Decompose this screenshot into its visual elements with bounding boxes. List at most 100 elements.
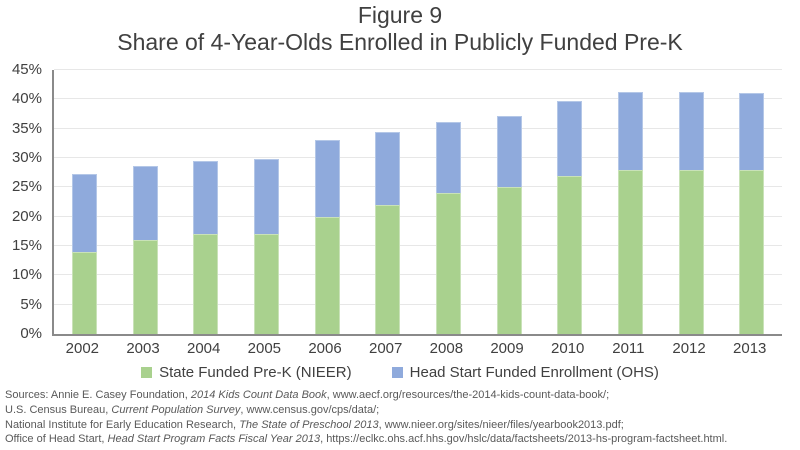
- bar-segment-headstart-2008: [435, 122, 461, 194]
- gridline-20: [54, 215, 782, 217]
- x-axis-label-2006: 2006: [308, 340, 342, 357]
- chart-title: Share of 4-Year-Olds Enrolled in Publicl…: [117, 29, 683, 55]
- bar-segment-headstart-2010: [557, 101, 583, 176]
- source-line-4-publication: Head Start Program Facts Fiscal Year 201…: [107, 433, 321, 446]
- bar-2008: [418, 70, 479, 334]
- bar-2002: [54, 70, 115, 334]
- x-axis-label-2009: 2009: [490, 340, 524, 357]
- bar-segment-headstart-2006: [314, 140, 340, 217]
- source-line-2-publication: Current Population Survey: [111, 403, 241, 416]
- bar-segment-headstart-2003: [132, 166, 158, 241]
- bar-stack-2011: [617, 70, 643, 334]
- source-line-3-publication: The State of Preschool 2013: [239, 418, 379, 431]
- bar-2007: [357, 70, 418, 334]
- bar-segment-state-prek-2004: [193, 234, 219, 334]
- source-line-1-url: , www.aecf.org/resources/the-2014-kids-c…: [326, 389, 610, 401]
- x-axis-label-2003: 2003: [126, 340, 160, 357]
- source-line-2-text: U.S. Census Bureau,: [5, 403, 112, 416]
- bar-segment-headstart-2009: [496, 115, 522, 188]
- gridline-35: [54, 127, 782, 129]
- legend-swatch-head-start: [391, 367, 403, 378]
- legend-swatch-state-prek: [141, 367, 153, 378]
- bar-segment-state-prek-2010: [557, 175, 583, 334]
- bar-2004: [175, 70, 236, 334]
- gridline-40: [54, 98, 782, 100]
- bars-container: [54, 70, 782, 334]
- gridline-30: [54, 157, 782, 158]
- bar-segment-state-prek-2012: [678, 169, 704, 334]
- bar-2013: [721, 70, 782, 334]
- source-line-1-publication: 2014 Kids Count Data Book: [190, 389, 327, 401]
- legend-label-head-start: Head Start Funded Enrollment (OHS): [409, 364, 659, 381]
- bar-segment-headstart-2002: [71, 174, 97, 252]
- bar-2005: [236, 70, 297, 334]
- bar-segment-state-prek-2007: [375, 204, 401, 334]
- bar-segment-state-prek-2008: [435, 193, 461, 334]
- y-axis-label-5: 5%: [20, 295, 42, 313]
- y-axis-label-10: 10%: [11, 266, 42, 284]
- gridline-45: [54, 69, 782, 70]
- bar-2003: [115, 70, 176, 334]
- x-axis-label-2013: 2013: [733, 340, 767, 357]
- source-line-4-url: , https://eclkc.ohs.acf.hhs.gov/hslc/dat…: [320, 433, 728, 446]
- bar-segment-state-prek-2013: [739, 169, 765, 334]
- bar-segment-headstart-2012: [678, 92, 704, 170]
- bar-segment-state-prek-2006: [314, 216, 340, 334]
- bar-segment-state-prek-2005: [253, 234, 279, 334]
- legend-item-state-prek: State Funded Pre-K (NIEER): [141, 364, 352, 381]
- source-notes: Sources: Annie E. Casey Foundation, 2014…: [5, 388, 796, 447]
- bar-stack-2013: [739, 70, 765, 334]
- bar-2011: [600, 70, 661, 334]
- bar-2009: [479, 70, 540, 334]
- bar-2010: [539, 70, 600, 334]
- legend-label-state-prek: State Funded Pre-K (NIEER): [159, 364, 352, 381]
- bar-segment-headstart-2011: [617, 91, 643, 170]
- bar-segment-headstart-2004: [193, 160, 219, 235]
- bar-stack-2004: [193, 70, 219, 334]
- source-line-4: Office of Head Start, Head Start Program…: [5, 432, 796, 447]
- bar-segment-state-prek-2002: [71, 251, 97, 334]
- gridline-25: [54, 186, 782, 188]
- x-axis-label-2008: 2008: [429, 340, 464, 357]
- y-axis-label-30: 30%: [11, 148, 42, 166]
- bar-stack-2006: [314, 70, 340, 334]
- source-line-2: U.S. Census Bureau, Current Population S…: [5, 403, 796, 418]
- y-axis-label-20: 20%: [11, 207, 42, 225]
- y-axis-label-25: 25%: [11, 178, 42, 196]
- source-line-3: National Institute for Early Education R…: [5, 418, 796, 433]
- source-line-1: Sources: Annie E. Casey Foundation, 2014…: [5, 388, 796, 403]
- bar-stack-2010: [557, 70, 583, 334]
- bar-segment-headstart-2005: [253, 158, 279, 235]
- bar-2012: [661, 70, 722, 334]
- bar-stack-2008: [435, 70, 461, 334]
- source-line-3-text: National Institute for Early Education R…: [5, 418, 240, 431]
- source-line-4-text: Office of Head Start,: [5, 433, 108, 446]
- x-axis-label-2007: 2007: [369, 340, 403, 357]
- source-line-2-url: , www.census.gov/cps/data/;: [240, 403, 380, 416]
- source-line-1-text: Sources: Annie E. Casey Foundation,: [5, 389, 191, 401]
- bar-stack-2007: [375, 70, 401, 334]
- gridline-10: [54, 274, 782, 276]
- x-axis-label-2004: 2004: [186, 340, 221, 357]
- x-axis-label-2002: 2002: [65, 340, 100, 357]
- bar-segment-state-prek-2003: [132, 240, 158, 334]
- x-axis-label-2012: 2012: [672, 340, 706, 357]
- source-line-3-url: , www.nieer.org/sites/nieer/files/yearbo…: [378, 418, 624, 431]
- x-axis-label-2005: 2005: [247, 340, 282, 357]
- bar-segment-headstart-2013: [739, 92, 765, 170]
- gridline-5: [54, 303, 782, 305]
- y-axis-label-15: 15%: [11, 236, 42, 254]
- x-axis-label-2010: 2010: [551, 340, 585, 357]
- bar-stack-2009: [496, 70, 522, 334]
- y-axis-labels: 0% 5% 10% 15% 20% 25% 30% 35% 40% 45%: [0, 61, 44, 342]
- x-axis-labels: 2002 2003 2004 2005 2006 2007 2008 2009 2010 2011…: [52, 340, 780, 357]
- gridline-15: [54, 245, 782, 246]
- bar-stack-2012: [678, 70, 704, 334]
- bar-stack-2002: [71, 70, 97, 334]
- y-axis-label-0: 0%: [20, 325, 42, 342]
- bar-2006: [297, 70, 358, 334]
- y-axis-label-45: 45%: [11, 61, 42, 78]
- bar-stack-2003: [132, 70, 158, 334]
- bar-segment-state-prek-2011: [617, 169, 643, 334]
